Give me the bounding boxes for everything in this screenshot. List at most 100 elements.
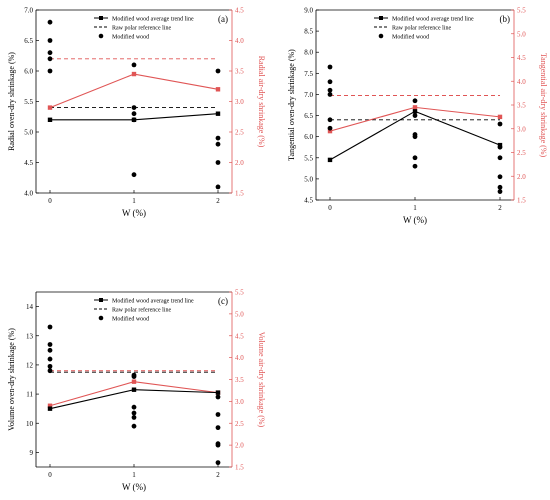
- air-dry-trend-line: [49, 381, 219, 407]
- scatter-point: [215, 460, 221, 466]
- scatter-point: [215, 160, 221, 165]
- y2-tick-label: 2.5: [517, 149, 526, 157]
- y-axis-label: Volume oven-dry shrinkage (%): [7, 328, 16, 431]
- scatter-point: [215, 184, 221, 190]
- y-tick-label: 4.5: [24, 159, 33, 167]
- scatter-point: [47, 347, 53, 353]
- x-tick-label: 1: [132, 197, 136, 205]
- trend-point: [327, 157, 333, 163]
- x-axis-label: W (%): [403, 215, 427, 225]
- x-tick-label: 2: [216, 471, 220, 479]
- legend-label: Modified wood: [112, 315, 149, 322]
- y-tick-label: 10: [26, 420, 34, 428]
- scatter-point: [47, 342, 53, 347]
- y2-tick-label: 2.5: [235, 129, 244, 137]
- scatter-point: [215, 135, 221, 141]
- scatter-point: [131, 415, 137, 420]
- y-tick-label: 5.5: [24, 98, 33, 106]
- panel-label: (a): [218, 14, 228, 24]
- y-tick-label: 7.0: [304, 91, 313, 99]
- scatter-point: [215, 442, 221, 448]
- x-tick-label: 2: [498, 204, 502, 212]
- y-tick-label: 12: [26, 361, 34, 369]
- panel-label: (c): [218, 296, 228, 306]
- legend-scatter-marker: [98, 315, 104, 321]
- y-tick-label: 5.5: [304, 154, 313, 162]
- y-tick-label: 6.5: [304, 112, 313, 120]
- legend-label: Modified wood average trend line: [112, 297, 194, 304]
- y-tick-label: 5.0: [24, 129, 33, 137]
- panel-label: (b): [500, 14, 511, 24]
- scatter-point: [47, 363, 53, 369]
- y-axis-label: Radial oven-dry shrinkage (%): [7, 52, 16, 151]
- air-dry-trend-point: [131, 71, 137, 77]
- air-dry-trend-point: [215, 87, 221, 92]
- x-tick-label: 1: [132, 471, 136, 479]
- scatter-point: [131, 117, 137, 123]
- legend-trend-marker: [99, 298, 103, 302]
- legend-label: Modified wood: [392, 33, 429, 40]
- scatter-point: [412, 134, 418, 140]
- scatter-point: [47, 68, 53, 74]
- air-dry-trend-point: [47, 105, 53, 110]
- y-tick-label: 6.5: [24, 37, 33, 45]
- scatter-point: [47, 38, 53, 43]
- y2-axis-label: Tangential air-dry shrinkage (%): [539, 53, 548, 158]
- y2-tick-label: 5.0: [235, 310, 244, 318]
- trend-point: [412, 109, 418, 114]
- x-axis-label: W (%): [122, 482, 146, 492]
- air-dry-trend-point: [131, 379, 137, 384]
- air-dry-trend-line: [49, 73, 219, 109]
- y2-tick-label: 5.5: [517, 7, 526, 15]
- x-tick-label: 2: [216, 197, 220, 205]
- trend-point: [131, 387, 137, 392]
- legend-scatter-marker: [98, 33, 104, 39]
- scatter-point: [47, 50, 53, 56]
- scatter-point: [497, 189, 503, 194]
- legend-label: Modified wood average trend line: [112, 15, 194, 22]
- legend-scatter-marker: [378, 33, 384, 39]
- y-axis-label: Tangential oven-dry shrinkage (%): [287, 49, 296, 161]
- y-tick-label: 7.5: [304, 70, 313, 78]
- scatter-point: [327, 117, 333, 123]
- trend-point: [215, 390, 221, 395]
- y-tick-label: 7.0: [24, 7, 33, 15]
- scatter-point: [327, 92, 333, 97]
- scatter-point: [215, 141, 221, 147]
- scatter-point: [131, 172, 137, 178]
- x-axis-label: W (%): [122, 208, 146, 218]
- scatter-point: [47, 356, 53, 362]
- y2-tick-label: 4.5: [235, 7, 244, 15]
- scatter-point: [215, 412, 221, 417]
- y2-tick-label: 2.0: [517, 173, 526, 181]
- x-tick-label: 0: [48, 471, 52, 479]
- chart-panel-2: 4.5 5.0 5.5 6.0 6.5 7.0 7.5 8.0 8.5 9.0 1.5 2.0 2.5 3…: [287, 7, 548, 226]
- y2-tick-label: 3.0: [235, 398, 244, 406]
- y2-tick-label: 3.5: [235, 376, 244, 384]
- legend-trend-marker: [379, 16, 383, 20]
- scatter-point: [131, 404, 137, 410]
- y-tick-label: 4.0: [24, 190, 33, 198]
- y-tick-label: 9: [30, 449, 34, 457]
- trend-point: [47, 406, 53, 411]
- scatter-point: [131, 105, 137, 110]
- y2-tick-label: 2.0: [235, 442, 244, 450]
- legend-label: Modified wood average trend line: [392, 15, 474, 22]
- scatter-point: [497, 155, 503, 161]
- scatter-point: [412, 155, 418, 161]
- y2-tick-label: 4.5: [517, 54, 526, 62]
- y2-tick-label: 3.5: [235, 68, 244, 76]
- scatter-point: [497, 174, 503, 180]
- y-tick-label: 11: [26, 391, 33, 399]
- y2-axis-label: Volume air-dry shrinkage (%): [257, 332, 266, 428]
- y2-tick-label: 4.0: [517, 78, 526, 86]
- y2-tick-label: 2.5: [235, 420, 244, 428]
- y2-tick-label: 3.0: [235, 98, 244, 106]
- scatter-point: [47, 56, 53, 62]
- legend-label: Raw polar reference line: [392, 24, 451, 31]
- air-dry-trend-point: [497, 114, 503, 120]
- y-tick-label: 14: [26, 303, 34, 311]
- scatter-point: [327, 64, 333, 70]
- trend-point: [215, 111, 221, 116]
